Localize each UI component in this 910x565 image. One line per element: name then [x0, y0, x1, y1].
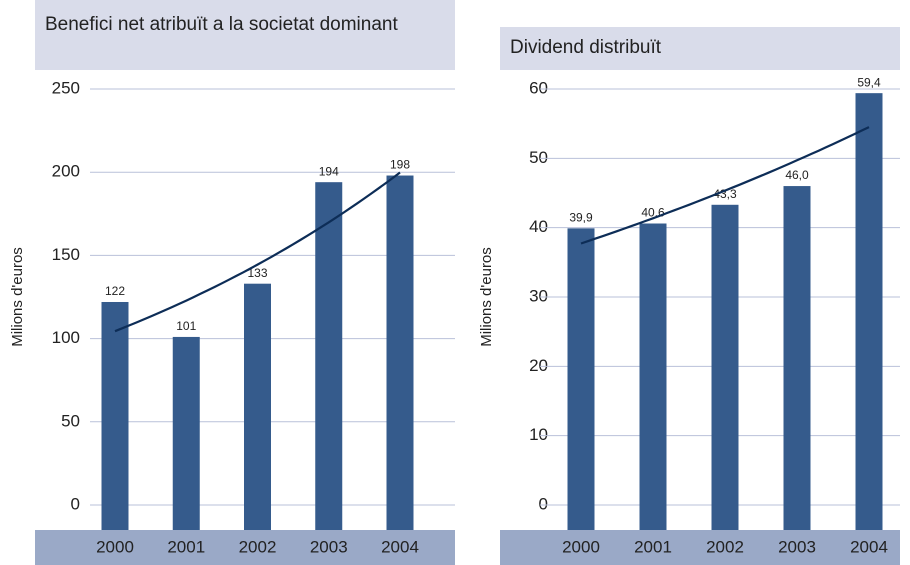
trend-line: [114, 171, 401, 333]
chart-title: Benefici net atribuït a la societat domi…: [35, 0, 455, 70]
x-tick-label: 2002: [239, 537, 277, 556]
bar: [101, 301, 129, 530]
y-axis-label: Milions d'euros: [9, 247, 26, 347]
bar: [315, 182, 343, 530]
value-label: 43,3: [713, 187, 737, 201]
value-label: 122: [105, 284, 125, 298]
bar: [172, 336, 200, 530]
bar: [244, 283, 271, 530]
value-label: 198: [390, 158, 410, 172]
y-tick-label: 20: [529, 356, 548, 375]
value-label: 194: [319, 164, 339, 178]
bar: [783, 186, 811, 531]
x-tick-label: 2004: [850, 537, 888, 556]
y-tick-label: 0: [539, 494, 548, 513]
x-tick-label: 2003: [310, 537, 348, 556]
y-tick-label: 200: [52, 162, 80, 181]
bar: [855, 93, 883, 530]
x-tick-label: 2000: [562, 537, 600, 556]
y-tick-label: 50: [529, 148, 548, 167]
x-axis-band: [500, 530, 900, 565]
y-tick-label: 30: [529, 286, 548, 305]
chart-title: Dividend distribuït: [500, 27, 900, 70]
x-tick-label: 2004: [381, 537, 419, 556]
y-tick-label: 40: [529, 217, 548, 236]
y-tick-label: 60: [529, 78, 548, 97]
x-tick-label: 2000: [96, 537, 134, 556]
y-tick-label: 100: [52, 328, 80, 347]
value-label: 59,4: [857, 75, 881, 89]
x-axis-band: [35, 530, 455, 565]
y-tick-label: 250: [52, 78, 80, 97]
value-label: 133: [247, 266, 267, 280]
y-tick-label: 50: [61, 411, 80, 430]
x-tick-label: 2001: [634, 537, 672, 556]
bar: [711, 204, 739, 530]
value-label: 101: [176, 319, 196, 333]
bar: [386, 175, 414, 530]
x-tick-label: 2003: [778, 537, 816, 556]
y-axis-label: Milions d'euros: [478, 247, 495, 347]
value-label: 46,0: [785, 168, 809, 182]
x-tick-label: 2002: [706, 537, 744, 556]
y-tick-label: 150: [52, 245, 80, 264]
bar: [567, 228, 595, 531]
y-tick-label: 10: [529, 425, 548, 444]
x-tick-label: 2001: [167, 537, 205, 556]
value-label: 39,9: [569, 211, 593, 225]
bar: [639, 223, 667, 531]
y-tick-label: 0: [71, 494, 80, 513]
trend-line: [580, 126, 870, 245]
